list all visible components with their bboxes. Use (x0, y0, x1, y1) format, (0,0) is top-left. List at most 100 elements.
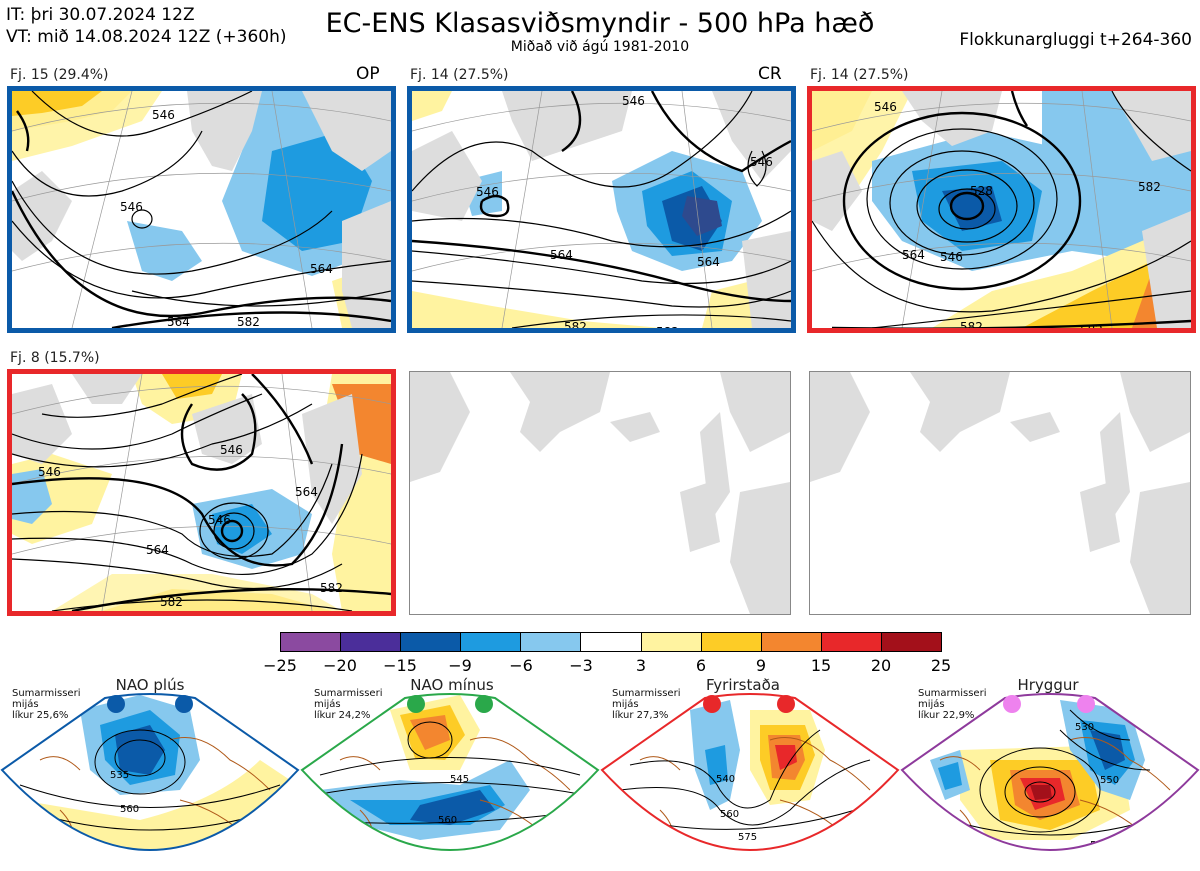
regime-4-info: Sumarmisseri mijás líkur 22,9% (918, 688, 987, 721)
contour-label: 530 (1075, 722, 1094, 733)
contour-label: 560 (720, 809, 739, 820)
contour-label: 546 (38, 465, 61, 479)
panel-3-label: Fj. 14 (27.5%) (810, 67, 909, 83)
colorbar-bin (881, 633, 942, 651)
colorbar-tick: 9 (755, 656, 767, 675)
contour-label: 582 (564, 320, 587, 328)
contour-label: 564 (550, 248, 573, 262)
contour-label: 546 (874, 100, 897, 114)
init-time: IT: þri 30.07.2024 12Z (6, 5, 195, 25)
colorbar-bin (701, 633, 762, 651)
contour-label: 540 (716, 774, 735, 785)
regime-2-map: 545 560 575 (300, 693, 600, 861)
colorbar (280, 632, 942, 652)
cluster-map-1: 546 546 564 564 582 (7, 86, 396, 333)
contour-label: 582 (320, 581, 343, 595)
regime-2-info: Sumarmisseri mijás líkur 24,2% (314, 688, 383, 721)
colorbar-tick: 3 (635, 656, 647, 675)
colorbar-tick: −20 (323, 656, 357, 675)
colorbar-bin (401, 633, 462, 651)
contour-label: 546 (476, 185, 499, 199)
contour-label: 582 (1138, 180, 1161, 194)
contour-label: 546 (208, 513, 231, 527)
contour-label: 546 (152, 108, 175, 122)
contour-label: 546 (220, 443, 243, 457)
regime-1-name: NAO plús (115, 676, 185, 694)
contour-label: 546 (120, 200, 143, 214)
valid-time: VT: mið 14.08.2024 12Z (+360h) (6, 27, 287, 47)
colorbar-bin (341, 633, 402, 651)
cluster-map-4-svg: 546 546 546 564 564 582 582 (12, 374, 391, 611)
regime-1-marker-icon (175, 695, 193, 713)
regime-4-marker-icon (1003, 695, 1021, 713)
contour-label: 582 (160, 595, 183, 609)
panel-1-label: Fj. 15 (29.4%) (10, 67, 109, 83)
colorbar-tick: 15 (810, 656, 832, 675)
colorbar-bin (521, 633, 582, 651)
regime-1-map: 535 560 (0, 693, 300, 851)
classification-window: Flokkunargluggi t+264-360 (959, 30, 1192, 50)
contour-label: 564 (902, 248, 925, 262)
colorbar-bin (581, 633, 642, 651)
contour-label: 564 (146, 543, 169, 557)
regime-1-marker-icon (107, 695, 125, 713)
panel-4-label: Fj. 8 (15.7%) (10, 350, 100, 366)
regime-3-name: Fyrirstaða (706, 676, 780, 694)
colorbar-bin (641, 633, 702, 651)
contour-label: 546 (622, 94, 645, 108)
empty-map-6 (809, 371, 1191, 615)
colorbar-tick: −15 (383, 656, 417, 675)
contour-label: 546 (940, 250, 963, 264)
cluster-map-1-svg: 546 546 564 564 582 (12, 91, 391, 328)
panel-1-tag: OP (356, 64, 380, 84)
contour-label: 546 (750, 155, 773, 169)
contour-label: 582 (1080, 323, 1103, 328)
contour-label: 564 (697, 255, 720, 269)
header-times: IT: þri 30.07.2024 12Z VT: mið 14.08.202… (6, 4, 287, 48)
regime-2-name: NAO mínus (410, 676, 494, 694)
colorbar-tick: 6 (695, 656, 707, 675)
regime-4-map: 530 550 575 (900, 693, 1200, 851)
colorbar-tick: −3 (569, 656, 593, 675)
contour-label: 575 (448, 850, 467, 861)
regime-4-marker-icon (1077, 695, 1095, 713)
cluster-map-3: 546 528 546 564 582 582 582 (807, 86, 1196, 333)
cluster-map-2-svg: 564 546 564 546 582 582 546 (412, 91, 791, 328)
page-title: EC-ENS Klasasviðsmyndir - 500 hPa hæð (325, 8, 875, 39)
contour-label: 550 (1100, 775, 1119, 786)
regime-3-marker-icon (703, 695, 721, 713)
panel-2-label: Fj. 14 (27.5%) (410, 67, 509, 83)
contour-label: 582 (960, 320, 983, 328)
contour-label: 545 (450, 774, 469, 785)
contour-label: 564 (295, 485, 318, 499)
regime-4-name: Hryggur (1017, 676, 1079, 694)
regime-2-marker-icon (407, 695, 425, 713)
contour-label: 575 (738, 832, 757, 843)
colorbar-tick: −9 (448, 656, 472, 675)
contour-label: 582 (237, 315, 260, 328)
colorbar-bin (281, 633, 342, 651)
regime-1-info: Sumarmisseri mijás líkur 25,6% (12, 688, 81, 721)
cluster-map-3-svg: 546 528 546 564 582 582 582 (812, 91, 1191, 328)
colorbar-tick: 25 (930, 656, 952, 675)
empty-map-6-svg (810, 372, 1190, 614)
colorbar-bin (461, 633, 522, 651)
regime-3-marker-icon (777, 695, 795, 713)
regime-2-marker-icon (475, 695, 493, 713)
contour-label: 535 (110, 770, 129, 781)
colorbar-tick: −6 (509, 656, 533, 675)
contour-label: 564 (310, 262, 333, 276)
colorbar-bin (761, 633, 822, 651)
contour-label: 582 (656, 325, 679, 328)
contour-label: 560 (120, 804, 139, 815)
page-subtitle: Miðað við ágú 1981-2010 (510, 39, 690, 55)
colorbar-tick: 20 (870, 656, 892, 675)
cluster-map-4: 546 546 546 564 564 582 582 (7, 369, 396, 616)
regime-3-info: Sumarmisseri mijás líkur 27,3% (612, 688, 681, 721)
cluster-map-2: 564 546 564 546 582 582 546 (407, 86, 796, 333)
contour-label: 528 (970, 184, 993, 198)
regime-3-map: 540 560 575 (600, 693, 900, 851)
colorbar-bin (821, 633, 882, 651)
contour-label: 560 (438, 815, 457, 826)
contour-label: 564 (167, 315, 190, 328)
